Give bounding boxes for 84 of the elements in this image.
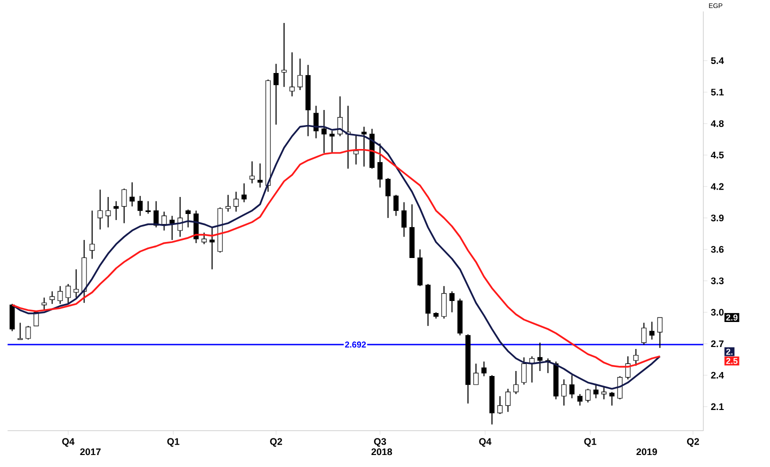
candlestick [210, 226, 215, 270]
y-tick-label: 3.0 [710, 308, 724, 316]
candlestick [657, 317, 662, 348]
y-tick-label: 4.2 [710, 183, 724, 190]
candlestick [66, 283, 71, 304]
x-tick-label: Q4 [479, 438, 492, 447]
candlestick [473, 363, 479, 386]
x-tick-label: Q1 [167, 438, 180, 447]
candlestick [114, 200, 119, 221]
candlestick [633, 348, 638, 366]
candlestick [513, 370, 519, 395]
candlestick [234, 191, 239, 212]
candlestick [377, 143, 383, 188]
candlestick [138, 195, 143, 216]
candlestick [74, 268, 79, 298]
candlestick [250, 160, 255, 184]
candlestick [26, 325, 31, 340]
candlestick [449, 290, 455, 313]
candlestick [569, 374, 574, 399]
y-tick-label: 2.1 [711, 403, 724, 410]
y-tick-label: 2.4 [711, 372, 724, 379]
candlestick [289, 52, 295, 97]
candlestick [321, 109, 327, 154]
candlestick [130, 182, 135, 207]
y-tick-label: 5.4 [711, 57, 724, 64]
candlestick [521, 356, 527, 386]
candlestick [361, 126, 367, 168]
candlestick [258, 162, 263, 188]
text: 2019 [636, 448, 657, 456]
candlestick [497, 396, 503, 415]
candlestick [106, 196, 111, 228]
candlestick [641, 322, 646, 346]
candlestick [505, 388, 511, 412]
text: 2.5 [726, 358, 738, 364]
x-tick-label: Q2 [270, 438, 282, 447]
y-tick-label: 4.8 [710, 120, 724, 127]
candlestick [18, 322, 23, 340]
candlestick [242, 182, 247, 203]
text: 2017 [80, 448, 101, 456]
candlestick [329, 130, 335, 154]
candlestick [170, 215, 175, 240]
candlestick [226, 194, 231, 212]
y-tick-label: 3.6 [710, 246, 724, 253]
candlestick [98, 189, 103, 230]
candlestick [281, 22, 287, 88]
y-tick-label: 5.1 [711, 88, 724, 96]
candlestick [274, 63, 279, 126]
candlestick [609, 391, 614, 406]
candlestick [593, 384, 598, 399]
candlestick [601, 386, 606, 400]
candlestick [393, 194, 399, 216]
candlestick [202, 232, 207, 245]
candlestick [353, 134, 359, 166]
y-tick-label: 2.7 [711, 340, 724, 348]
candlestick [42, 297, 47, 311]
text: 2.9 [726, 314, 738, 321]
candlestick [649, 321, 654, 340]
candlestick [481, 361, 487, 377]
candlestick [297, 58, 303, 91]
candlestick [90, 210, 95, 260]
y-tick-label: 3.3 [710, 277, 724, 284]
x-tick-label: Q2 [687, 438, 699, 447]
x-tick-label: Q4 [62, 438, 74, 447]
candlestick [186, 209, 191, 228]
x-tick-label: Q1 [584, 438, 596, 447]
candlestick [537, 342, 543, 372]
candlestick [34, 312, 39, 326]
candlestick [50, 290, 55, 304]
candlestick [58, 286, 63, 304]
candlestick [441, 286, 447, 320]
y-tick-label: 3.9 [710, 214, 724, 222]
candlestick [122, 188, 127, 224]
ref-line-label: 2.692 [345, 342, 366, 348]
text: 2018 [371, 448, 392, 456]
candlestick [401, 202, 407, 238]
x-tick-label: Q3 [374, 438, 386, 447]
candlestick [385, 178, 391, 218]
text: 2. [726, 348, 732, 355]
candlestick [561, 378, 567, 406]
candlestick [577, 394, 582, 406]
candlestick [585, 388, 590, 403]
candlestick [146, 200, 151, 214]
y-tick-label: 4.5 [710, 152, 724, 158]
candlestick [162, 211, 167, 232]
